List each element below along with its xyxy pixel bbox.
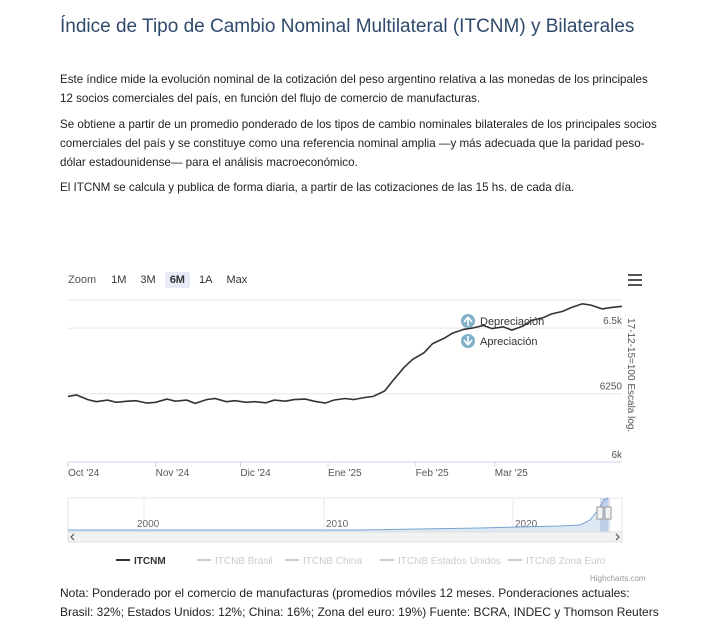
zoom-button-1m[interactable]: 1M <box>111 274 127 286</box>
chart-container: Zoom 1M 3M 6M 1A Max Oct '24 Nov '24 Dic '… <box>60 262 650 592</box>
series-layer <box>67 302 623 405</box>
annotation-apreciacion: Apreciación <box>461 334 537 348</box>
legend-item[interactable]: ITCNM <box>134 556 166 567</box>
chart-svg: Oct '24 Nov '24 Dic '24 Ene '25 Feb '25 Mar '… <box>67 299 636 567</box>
x-axis: Oct '24 Nov '24 Dic '24 Ene '25 Feb '25 Mar '… <box>67 461 622 479</box>
x-tick-label: Oct '24 <box>68 468 100 479</box>
arrow-up-glyph <box>463 316 473 326</box>
description-paragraph-1: Este índice mide la evolución nominal de… <box>60 73 648 105</box>
description-paragraph-2: Se obtiene a partir de un promedio ponde… <box>60 118 657 169</box>
credits[interactable]: Highcharts.com <box>590 574 646 583</box>
arrow-down-glyph <box>463 336 473 346</box>
navigator-tick-2010: 2010 <box>326 519 349 530</box>
x-tick-label: Mar '25 <box>495 468 528 479</box>
y-axis: 6k 6250 6.5k <box>600 316 623 461</box>
navigator-tick-2000: 2000 <box>137 519 160 530</box>
legend-item[interactable]: ITCNB Brasil <box>215 556 273 567</box>
description-paragraph-3: El ITCNM se calcula y publica de forma d… <box>60 181 575 194</box>
hamburger-menu-icon[interactable] <box>628 274 642 286</box>
scroll-left-icon[interactable] <box>70 533 75 541</box>
legend-item[interactable]: ITCNB Estados Unidos <box>398 556 501 567</box>
annotation-depreciacion: Depreciación <box>461 314 544 328</box>
x-tick-label: Feb '25 <box>416 468 449 479</box>
y-tick-label: 6250 <box>600 382 623 393</box>
navigator-scrollbar[interactable] <box>67 531 623 543</box>
page-title: Índice de Tipo de Cambio Nominal Multila… <box>60 16 635 37</box>
navigator[interactable]: 2000 2010 2020 <box>67 497 623 543</box>
navigator-line <box>68 497 609 531</box>
zoom-button-6m[interactable]: 6M <box>164 272 190 288</box>
y-axis-title: 17-12-15=100 Escala log. <box>625 318 636 432</box>
zoom-label: Zoom <box>68 274 97 286</box>
navigator-tick-2020: 2020 <box>515 519 538 530</box>
annotation-down-label: Apreciación <box>480 336 537 348</box>
legend-item[interactable]: ITCNB China <box>303 556 362 567</box>
navigator-area <box>68 498 608 532</box>
x-tick-label: Ene '25 <box>328 468 362 479</box>
footnote: Nota: Ponderado por el comercio de manuf… <box>60 586 659 619</box>
annotation-up-label: Depreciación <box>480 316 544 328</box>
y-tick-label: 6k <box>611 450 623 461</box>
x-tick-label: Dic '24 <box>240 468 271 479</box>
legend-item[interactable]: ITCNB Zona Euro <box>526 556 606 567</box>
legend: ITCNM ITCNB Brasil ITCNB China ITCNB Estado… <box>116 556 606 567</box>
zoom-bar: Zoom 1M 3M 6M 1A Max <box>68 272 252 288</box>
zoom-button-1a[interactable]: 1A <box>198 274 213 286</box>
series-line-itcnm <box>67 302 623 405</box>
navigator-handle-right[interactable] <box>604 506 612 520</box>
zoom-button-max[interactable]: Max <box>226 274 248 286</box>
y-tick-label: 6.5k <box>603 316 623 327</box>
zoom-button-3m[interactable]: 3M <box>140 274 156 286</box>
scroll-right-icon[interactable] <box>615 533 620 541</box>
x-tick-label: Nov '24 <box>156 468 190 479</box>
navigator-handle-left[interactable] <box>596 506 604 520</box>
